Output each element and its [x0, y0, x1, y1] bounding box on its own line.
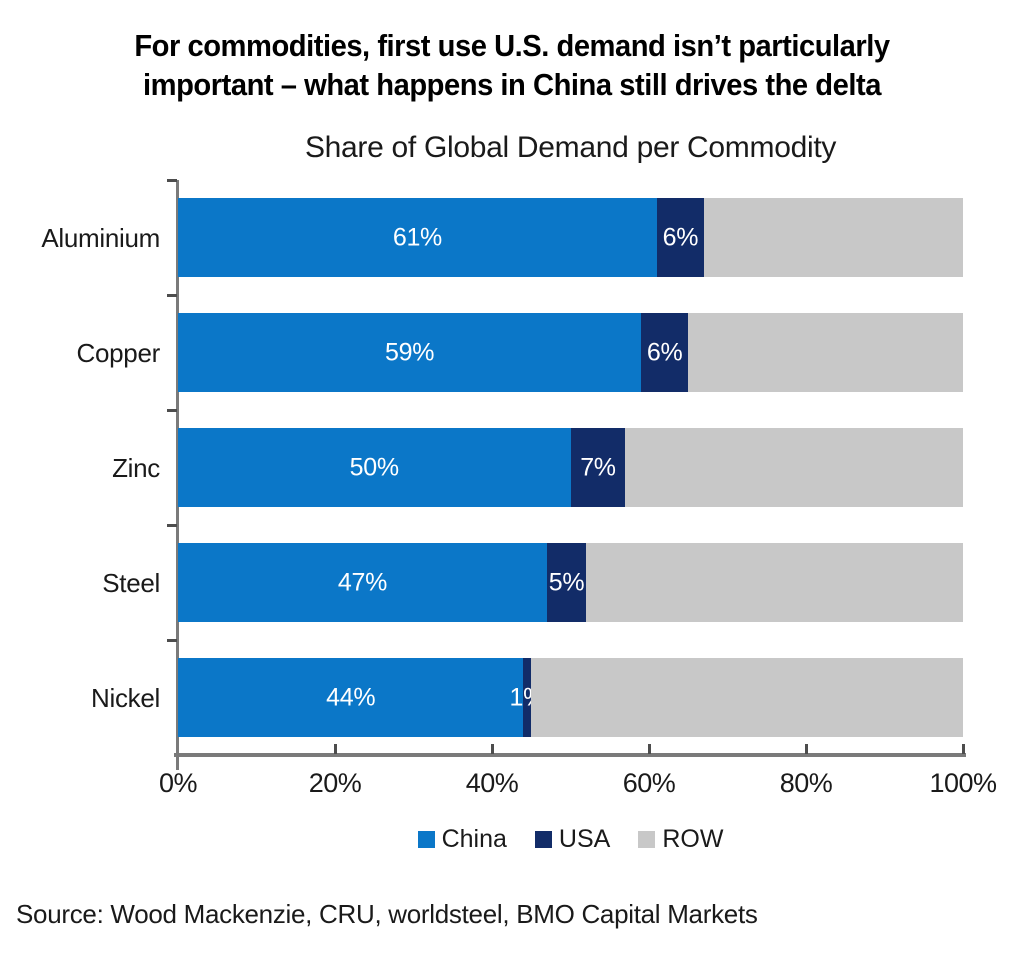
x-axis-tick	[647, 744, 651, 754]
bar-segment-china	[178, 198, 657, 277]
bar-segment-row	[625, 428, 963, 507]
legend-swatch-row-icon	[638, 831, 656, 848]
x-axis-tick	[490, 744, 494, 754]
legend-label-usa: USA	[558, 825, 611, 853]
bar-segment-usa	[546, 543, 587, 622]
y-axis-tick	[167, 524, 177, 527]
bar-row-copper: 59% 6%	[178, 313, 963, 392]
x-tick-label: 20%	[308, 768, 362, 798]
bar-value-label-china: 61%	[392, 223, 442, 251]
bar-segment-china	[178, 428, 571, 507]
bar-segment-row	[703, 198, 963, 277]
bar-row-steel: 47% 5%	[178, 543, 963, 622]
category-label-aluminium: Aluminium	[41, 222, 160, 253]
bar-segment-usa	[656, 198, 704, 277]
x-tick-label: 80%	[779, 768, 833, 798]
category-label-zinc: Zinc	[112, 452, 160, 483]
x-axis-tick	[961, 744, 965, 754]
category-label-nickel: Nickel	[91, 682, 160, 713]
y-axis-line	[176, 180, 179, 770]
x-axis-line	[174, 753, 966, 757]
bar-segment-usa	[641, 313, 689, 392]
y-axis-tick	[167, 179, 177, 182]
bar-value-label-china: 44%	[326, 683, 376, 711]
x-tick-label: 0%	[158, 768, 198, 798]
bar-segment-usa	[523, 658, 532, 737]
bar-segment-usa	[570, 428, 626, 507]
bar-segment-china	[178, 658, 524, 737]
bar-row-zinc: 50% 7%	[178, 428, 963, 507]
legend-item-usa: USA	[534, 825, 611, 854]
legend-swatch-china-icon	[417, 831, 435, 848]
chart-legend: China USA ROW	[178, 825, 963, 854]
category-label-copper: Copper	[76, 337, 161, 368]
bar-segment-row	[586, 543, 963, 622]
bar-value-label-china: 59%	[384, 338, 435, 366]
bar-value-label-usa: 6%	[646, 338, 683, 366]
source-note: Source: Wood Mackenzie, CRU, worldsteel,…	[16, 899, 758, 929]
category-label-steel: Steel	[102, 567, 160, 598]
y-axis-tick	[167, 409, 177, 412]
x-axis-tick	[333, 744, 337, 754]
bar-row-nickel: 44% 1%	[178, 658, 963, 737]
bar-value-label-usa: 6%	[662, 223, 699, 251]
legend-swatch-usa-icon	[534, 831, 552, 848]
page-title-line1: For commodities, first use U.S. demand i…	[134, 28, 890, 63]
page-title: For commodities, first use U.S. demand i…	[31, 26, 994, 104]
legend-item-row: ROW	[638, 825, 723, 854]
y-axis-tick	[167, 639, 177, 642]
x-tick-label: 40%	[465, 768, 519, 798]
chart-title: Share of Global Demand per Commodity	[304, 131, 837, 164]
bar-segment-row	[531, 658, 963, 737]
bar-segment-row	[688, 313, 963, 392]
bar-value-label-china: 50%	[349, 453, 399, 481]
x-axis-tick	[804, 744, 808, 754]
bar-value-label-china: 47%	[337, 568, 388, 596]
x-tick-label: 60%	[622, 768, 676, 798]
x-tick-label: 100%	[929, 768, 997, 798]
bar-value-label-usa: 5%	[548, 568, 585, 596]
legend-item-china: China	[417, 825, 507, 854]
page-title-line2: important – what happens in China still …	[143, 67, 881, 102]
legend-label-china: China	[441, 825, 507, 853]
bar-segment-china	[178, 543, 547, 622]
legend-label-row: ROW	[662, 825, 724, 853]
bar-value-label-usa: 7%	[580, 453, 616, 481]
y-axis-tick	[167, 294, 177, 297]
bar-segment-china	[178, 313, 642, 392]
bar-row-aluminium: 61% 6%	[178, 198, 963, 277]
